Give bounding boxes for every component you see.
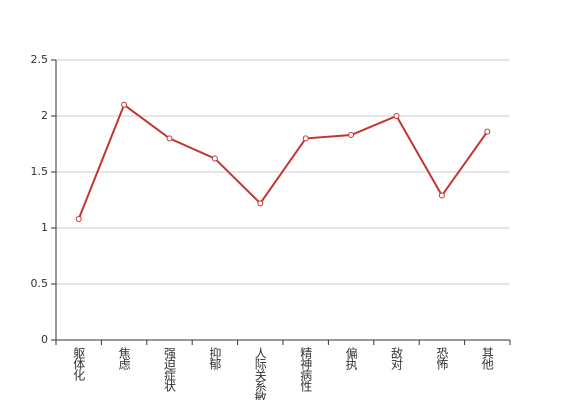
x-tick-label: 精神病性 (299, 347, 313, 393)
y-tick-label: 1.5 (31, 165, 49, 178)
point (393, 113, 400, 119)
point (484, 128, 491, 135)
x-tick-label: 人际关系敏感 (253, 347, 267, 400)
y-tick-label: 0 (41, 333, 48, 346)
point (211, 155, 218, 162)
x-tick-label: 躯体化 (72, 346, 86, 382)
x-tick-label: 偏执 (344, 346, 358, 371)
x-tick-label: 恐怖 (435, 347, 449, 370)
point (75, 216, 82, 223)
point (257, 200, 264, 207)
point (348, 132, 355, 139)
point (438, 192, 445, 199)
x-tick-label: 焦虑 (117, 347, 131, 370)
y-tick-label: 2.5 (31, 53, 49, 66)
y-tick-label: 2 (41, 109, 48, 122)
y-tick-label: 1 (41, 221, 48, 234)
point (166, 135, 173, 142)
y-tick-label: 0.5 (31, 277, 49, 290)
x-tick-label: 其他 (480, 347, 494, 370)
x-tick-label: 强迫症状 (163, 347, 177, 392)
point (302, 135, 309, 142)
point (121, 101, 128, 108)
line (77, 103, 489, 220)
x-tick-label: 敌对 (390, 346, 404, 370)
x-tick-label: 抑郁 (208, 346, 222, 371)
